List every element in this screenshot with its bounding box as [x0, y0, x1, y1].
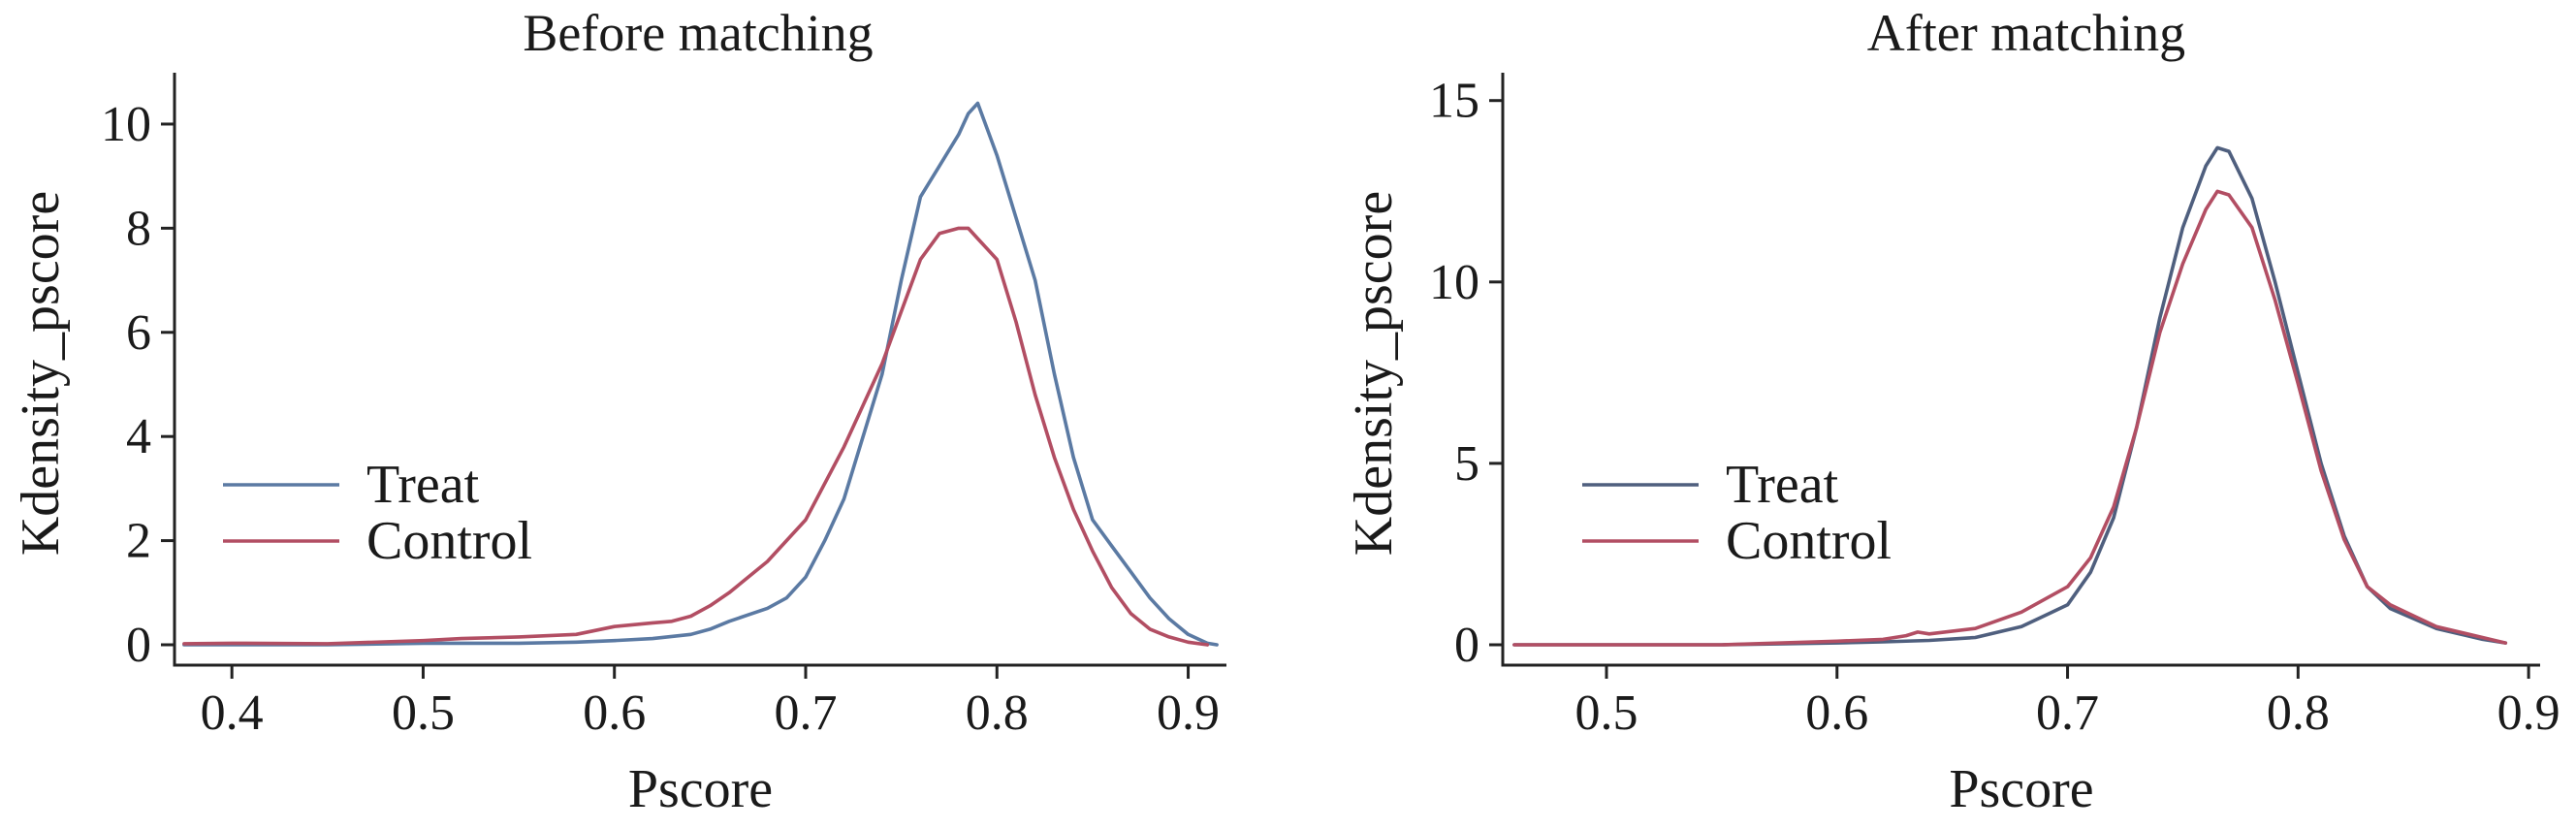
series-line-control — [1512, 189, 2508, 647]
y-tick-label: 4 — [126, 409, 151, 464]
y-tick-label: 0 — [1454, 618, 1479, 673]
series-line-control — [182, 226, 1210, 647]
before-matching-panel: Before matching 0.4 0.5 0.6 0.7 0.8 0.9 0 2 4 6 8 10… — [11, 4, 1226, 819]
y-tick-label: 10 — [1429, 255, 1479, 310]
x-tick-label: 0.6 — [1805, 686, 1868, 741]
x-tick-label: 0.7 — [775, 686, 838, 741]
x-tick-label: 0.9 — [2497, 686, 2560, 741]
x-tick-label: 0.7 — [2036, 686, 2099, 741]
x-tick-label: 0.8 — [966, 686, 1029, 741]
y-tick-label: 8 — [126, 201, 151, 256]
x-axis-label: Pscore — [628, 759, 773, 819]
after-matching-panel: After matching 0.5 0.6 0.7 0.8 0.9 0 5 10 15 Pscor… — [1344, 4, 2560, 819]
x-tick-label: 0.4 — [201, 686, 264, 741]
x-tick-label: 0.5 — [1575, 686, 1638, 741]
y-tick-label: 0 — [126, 618, 151, 673]
x-tick-label: 0.8 — [2267, 686, 2330, 741]
legend-label-treat: Treat — [1726, 455, 1839, 515]
chart-title: After matching — [1867, 4, 2185, 62]
y-axis-label: Kdensity_pscore — [1344, 191, 1404, 556]
x-axis-label: Pscore — [1949, 759, 2093, 819]
chart-title: Before matching — [523, 4, 873, 62]
x-tick-label: 0.9 — [1157, 686, 1220, 741]
series-line-treat — [1512, 145, 2508, 647]
y-axis-label: Kdensity_pscore — [11, 191, 71, 556]
series-line-treat — [182, 101, 1219, 647]
y-tick-label: 5 — [1454, 436, 1479, 492]
legend-label-treat: Treat — [366, 455, 480, 515]
x-tick-label: 0.6 — [583, 686, 646, 741]
y-tick-label: 10 — [101, 97, 151, 152]
x-tick-label: 0.5 — [392, 686, 455, 741]
y-tick-label: 6 — [126, 305, 151, 361]
legend-label-control: Control — [1726, 511, 1892, 571]
y-tick-label: 15 — [1429, 74, 1479, 129]
legend-label-control: Control — [366, 511, 532, 571]
y-tick-label: 2 — [126, 514, 151, 569]
